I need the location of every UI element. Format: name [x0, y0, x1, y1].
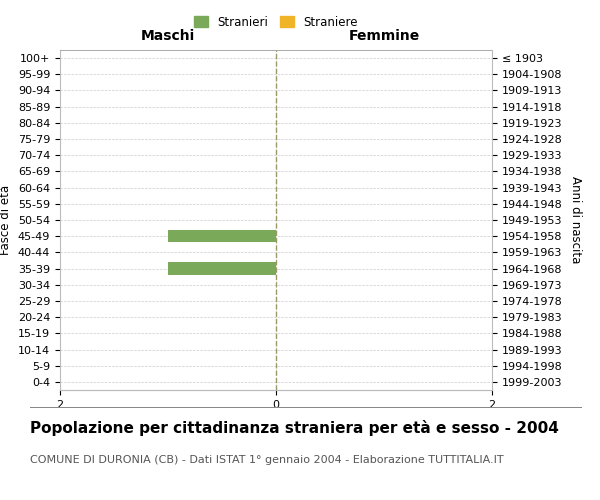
- Text: Maschi: Maschi: [141, 29, 195, 43]
- Text: COMUNE DI DURONIA (CB) - Dati ISTAT 1° gennaio 2004 - Elaborazione TUTTITALIA.IT: COMUNE DI DURONIA (CB) - Dati ISTAT 1° g…: [30, 455, 503, 465]
- Text: Popolazione per cittadinanza straniera per età e sesso - 2004: Popolazione per cittadinanza straniera p…: [30, 420, 559, 436]
- Bar: [168, 230, 276, 242]
- Y-axis label: Anni di nascita: Anni di nascita: [569, 176, 582, 264]
- Y-axis label: Fasce di età: Fasce di età: [0, 185, 13, 255]
- Text: Femmine: Femmine: [349, 29, 419, 43]
- Bar: [168, 262, 276, 274]
- Legend: Stranieri, Straniere: Stranieri, Straniere: [189, 11, 363, 34]
